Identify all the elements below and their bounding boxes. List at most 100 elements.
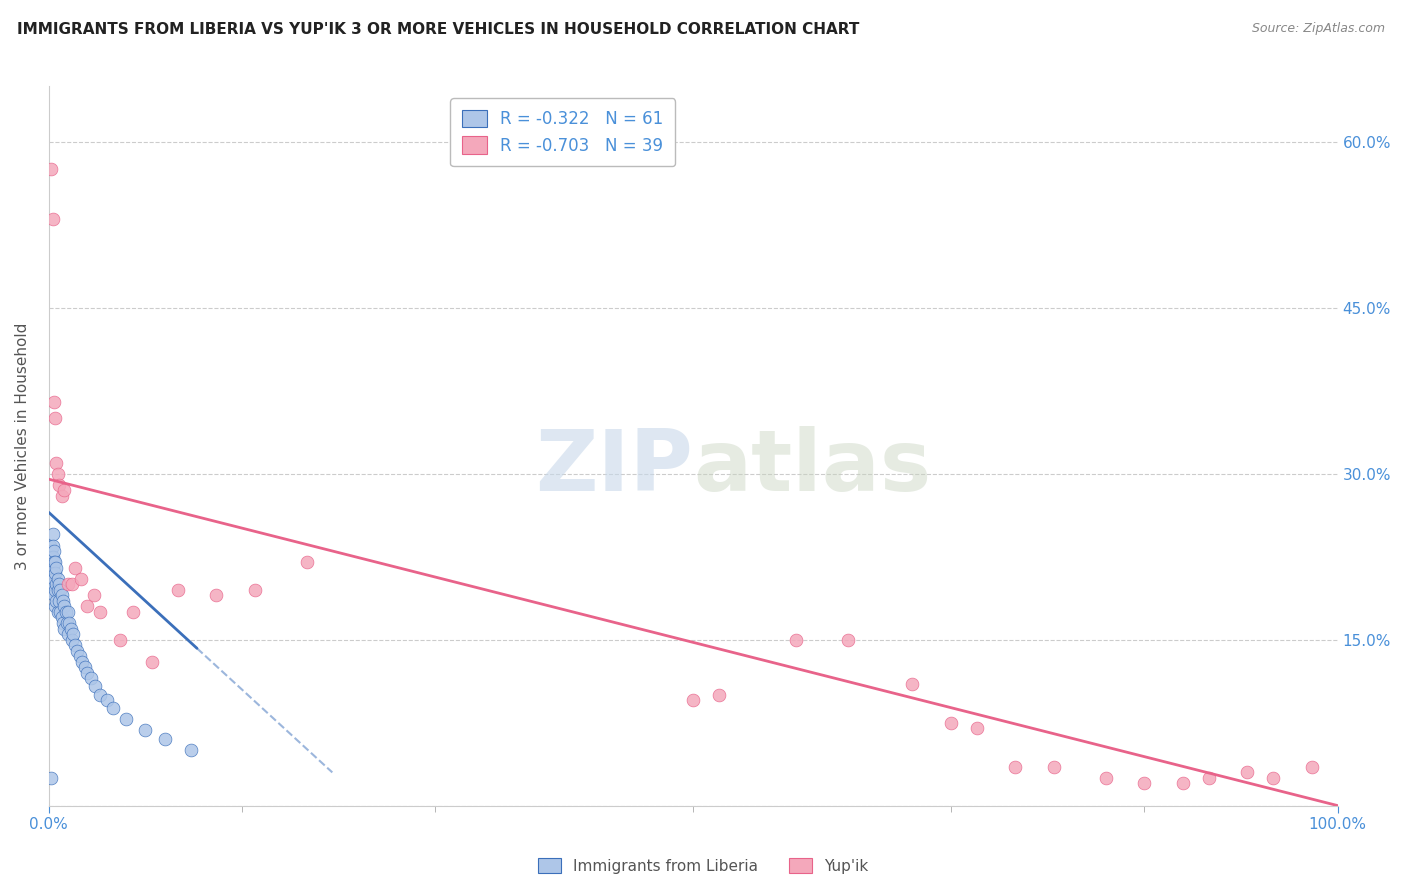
Point — [69, 649, 91, 664]
Point — [1043, 760, 1066, 774]
Point — [295, 555, 318, 569]
Point — [83, 588, 105, 602]
Point — [939, 715, 962, 730]
Point — [41, 577, 63, 591]
Point — [45, 594, 67, 608]
Text: IMMIGRANTS FROM LIBERIA VS YUP'IK 3 OR MORE VEHICLES IN HOUSEHOLD CORRELATION CH: IMMIGRANTS FROM LIBERIA VS YUP'IK 3 OR M… — [17, 22, 859, 37]
Point — [44, 599, 66, 614]
Point — [707, 688, 730, 702]
Point — [48, 477, 70, 491]
Point — [53, 483, 76, 498]
Point — [63, 638, 86, 652]
Point — [41, 549, 63, 564]
Point — [134, 723, 156, 738]
Point — [1133, 776, 1156, 790]
Point — [63, 560, 86, 574]
Point — [39, 539, 62, 553]
Text: ZIP: ZIP — [536, 426, 693, 509]
Point — [153, 732, 176, 747]
Point — [1198, 771, 1220, 785]
Point — [59, 622, 82, 636]
Point — [46, 467, 69, 481]
Point — [42, 555, 65, 569]
Point — [45, 577, 67, 591]
Point — [901, 677, 924, 691]
Point — [41, 560, 63, 574]
Point — [48, 577, 70, 591]
Point — [53, 622, 76, 636]
Point — [42, 588, 65, 602]
Point — [72, 655, 94, 669]
Point — [180, 743, 202, 757]
Point — [785, 632, 807, 647]
Point — [51, 610, 73, 624]
Point — [1094, 771, 1116, 785]
Point — [66, 643, 89, 657]
Point — [42, 544, 65, 558]
Point — [39, 582, 62, 597]
Point — [837, 632, 859, 647]
Point — [45, 560, 67, 574]
Point — [44, 555, 66, 569]
Point — [51, 588, 73, 602]
Point — [52, 615, 75, 630]
Point — [56, 577, 79, 591]
Point — [46, 605, 69, 619]
Point — [45, 456, 67, 470]
Point — [70, 572, 93, 586]
Point — [60, 577, 83, 591]
Point — [166, 582, 188, 597]
Point — [76, 665, 98, 680]
Point — [89, 605, 111, 619]
Point — [966, 721, 988, 735]
Point — [682, 693, 704, 707]
Point — [46, 572, 69, 586]
Point — [44, 582, 66, 597]
Point — [52, 594, 75, 608]
Point — [49, 582, 72, 597]
Point — [84, 679, 107, 693]
Point — [115, 712, 138, 726]
Point — [51, 489, 73, 503]
Point — [56, 627, 79, 641]
Point — [56, 615, 79, 630]
Legend: R = -0.322   N = 61, R = -0.703   N = 39: R = -0.322 N = 61, R = -0.703 N = 39 — [450, 98, 675, 166]
Point — [60, 632, 83, 647]
Point — [41, 539, 63, 553]
Point — [39, 566, 62, 581]
Y-axis label: 3 or more Vehicles in Household: 3 or more Vehicles in Household — [15, 322, 30, 570]
Point — [41, 560, 63, 574]
Point — [44, 411, 66, 425]
Text: atlas: atlas — [693, 426, 931, 509]
Point — [53, 599, 76, 614]
Point — [49, 605, 72, 619]
Point — [1004, 760, 1026, 774]
Point — [1171, 776, 1194, 790]
Point — [41, 549, 63, 564]
Point — [1263, 771, 1285, 785]
Legend: Immigrants from Liberia, Yup'ik: Immigrants from Liberia, Yup'ik — [531, 852, 875, 880]
Point — [41, 577, 63, 591]
Point — [58, 615, 80, 630]
Point — [89, 688, 111, 702]
Point — [73, 660, 96, 674]
Point — [243, 582, 266, 597]
Point — [205, 588, 228, 602]
Point — [103, 701, 125, 715]
Point — [42, 572, 65, 586]
Point — [41, 771, 63, 785]
Point — [56, 605, 79, 619]
Point — [41, 544, 63, 558]
Point — [62, 627, 84, 641]
Point — [46, 582, 69, 597]
Point — [44, 566, 66, 581]
Point — [41, 527, 63, 541]
Point — [141, 655, 163, 669]
Point — [48, 594, 70, 608]
Point — [1301, 760, 1323, 774]
Point — [80, 671, 103, 685]
Point — [121, 605, 143, 619]
Point — [76, 599, 98, 614]
Point — [41, 212, 63, 227]
Point — [108, 632, 131, 647]
